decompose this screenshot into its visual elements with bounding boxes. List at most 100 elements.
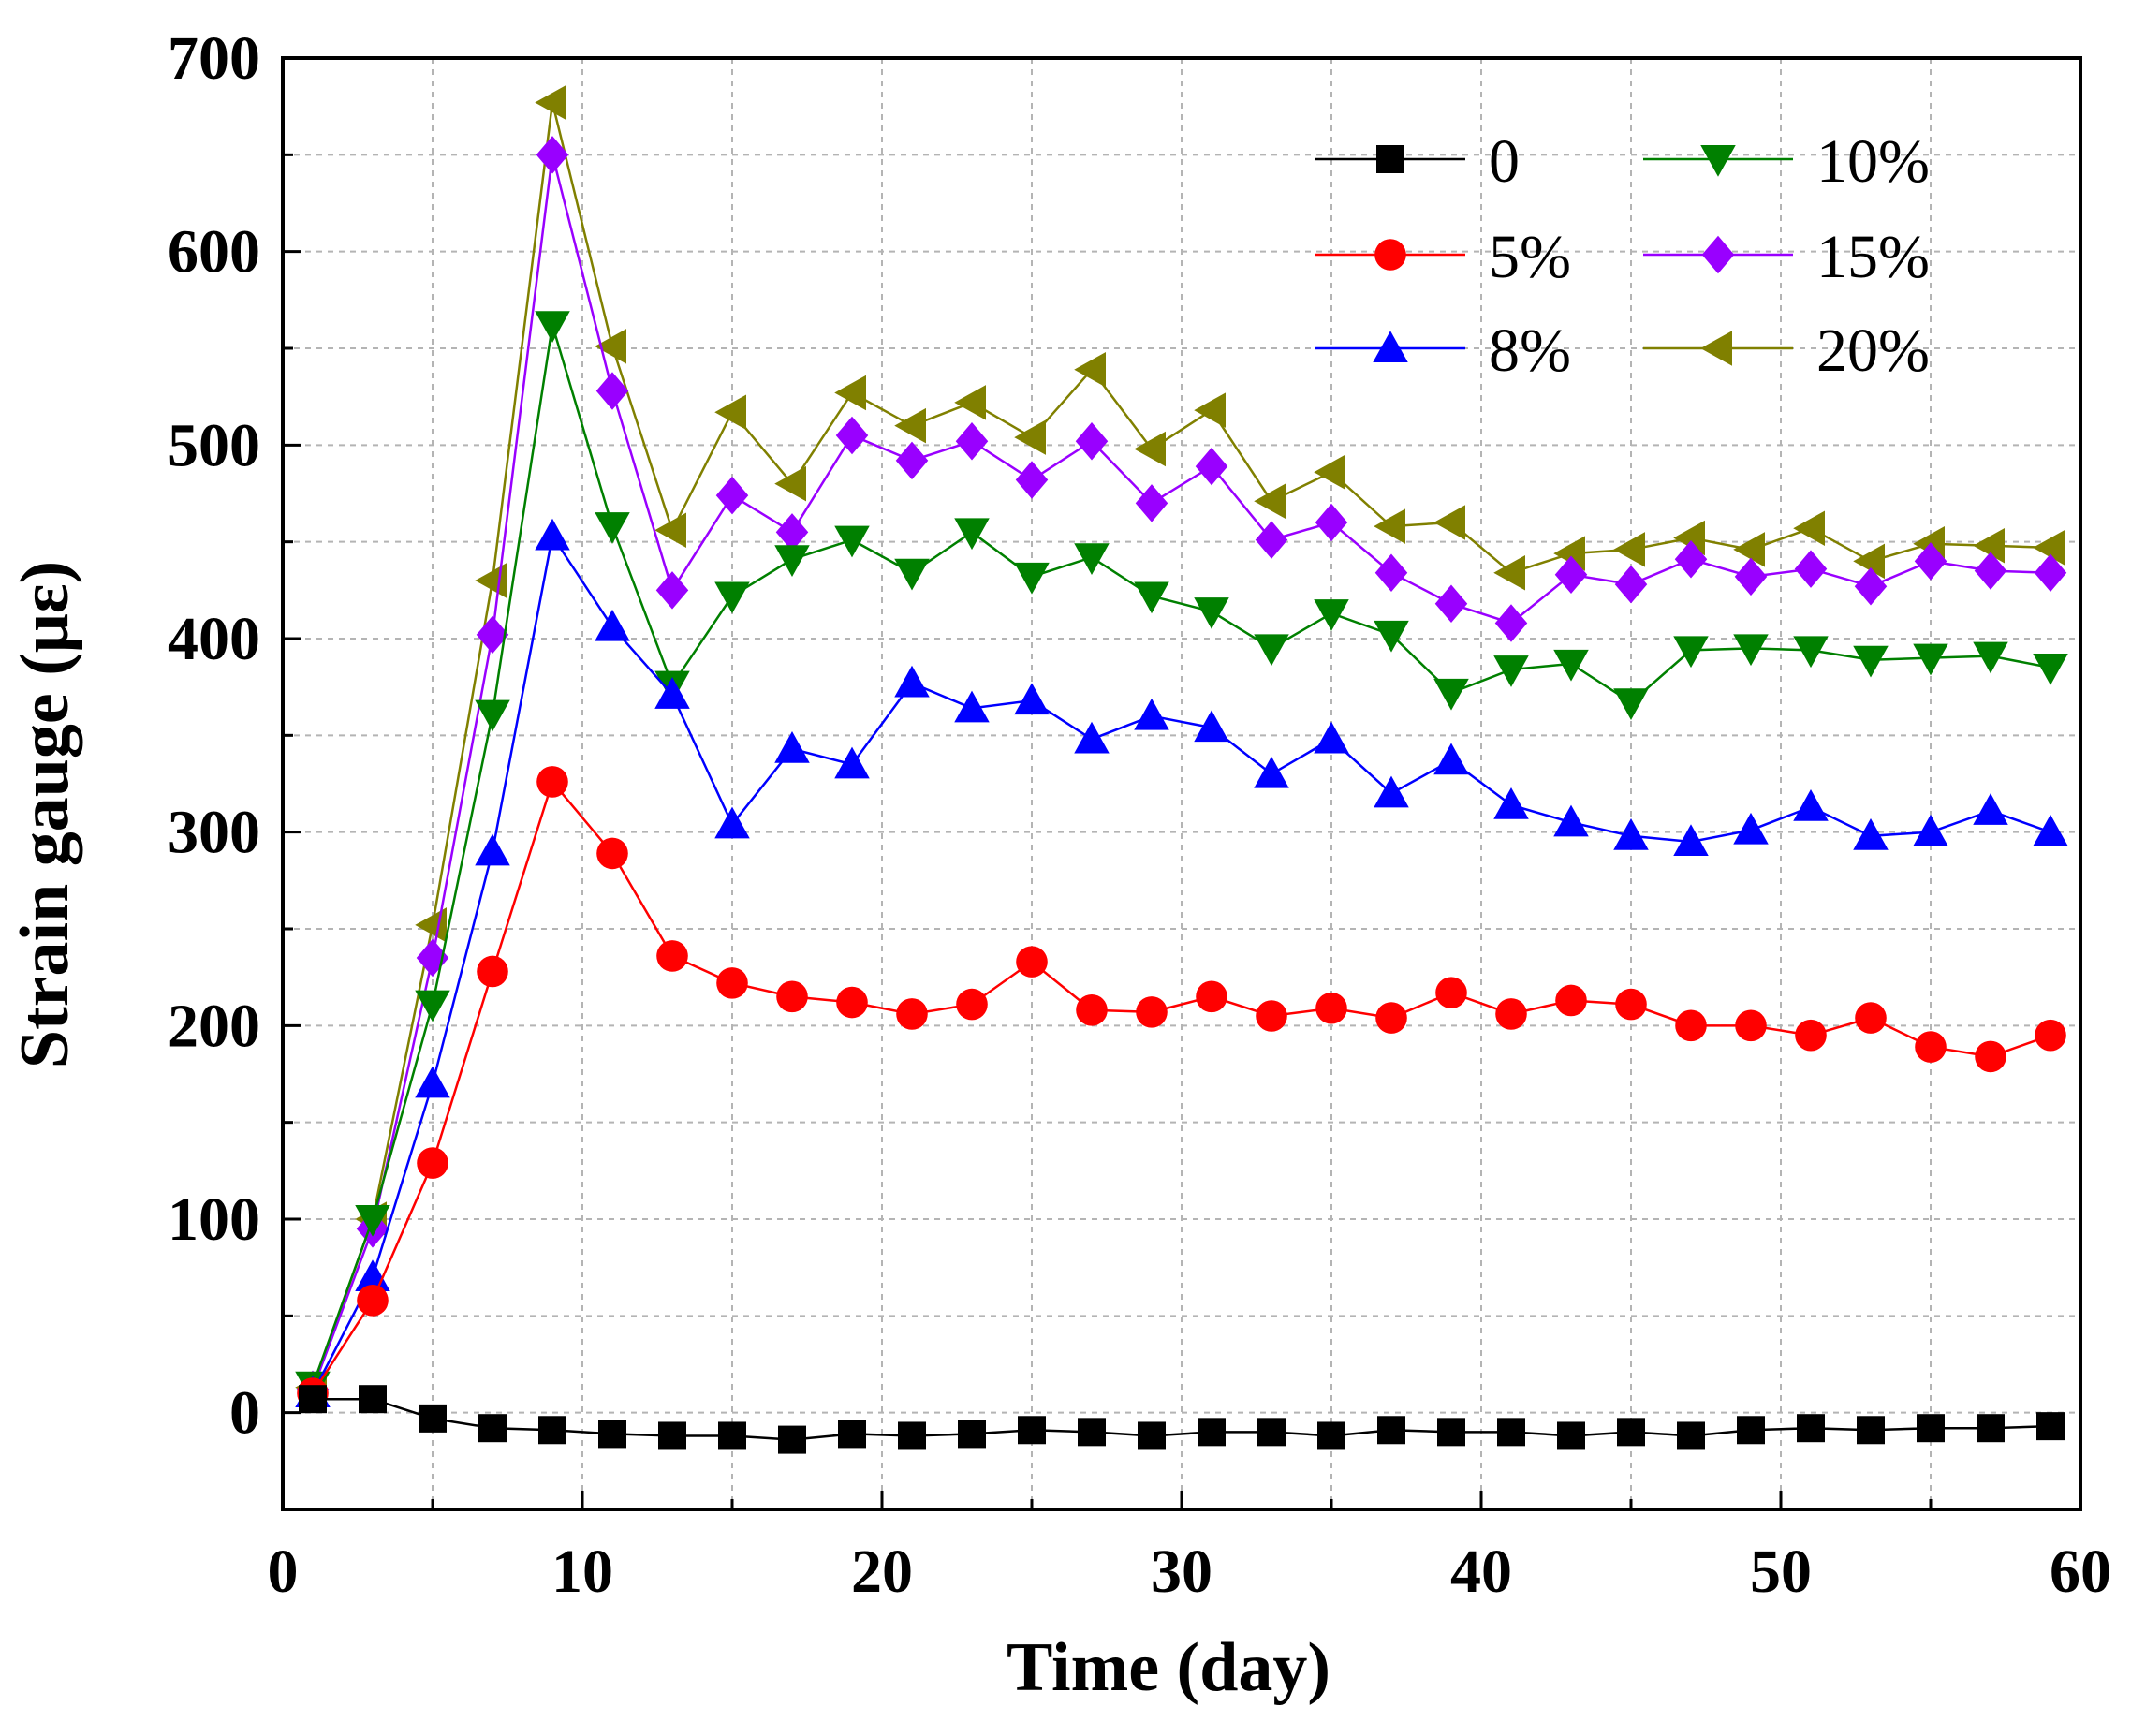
data-point <box>714 394 746 430</box>
data-point <box>1733 532 1765 567</box>
data-point <box>1014 683 1050 715</box>
data-point <box>895 441 929 480</box>
data-point <box>2033 530 2065 566</box>
y-tick-label: 400 <box>168 605 260 673</box>
data-point <box>1074 721 1110 754</box>
legend-label: 0 <box>1489 127 1520 196</box>
legend-label: 5% <box>1489 223 1571 291</box>
data-point <box>1315 503 1348 542</box>
data-point <box>1134 698 1169 730</box>
data-point <box>1194 392 1226 428</box>
data-point <box>476 615 509 655</box>
data-point <box>2033 814 2068 846</box>
x-tick-label: 40 <box>1450 1537 1512 1606</box>
x-tick-label: 10 <box>551 1537 613 1606</box>
data-point <box>716 967 748 999</box>
y-tick-label: 0 <box>229 1379 260 1448</box>
data-point <box>954 385 986 420</box>
data-point <box>1673 520 1705 556</box>
data-point <box>2036 1412 2065 1441</box>
data-point <box>894 407 926 444</box>
y-tick-label: 600 <box>168 218 260 287</box>
data-point <box>774 465 806 502</box>
data-point <box>1196 980 1227 1013</box>
data-point <box>1315 992 1347 1024</box>
data-point <box>1977 1414 2005 1443</box>
data-point <box>1314 454 1345 491</box>
legend-marker <box>1700 331 1732 366</box>
legend-item-8pct: 8% <box>1315 316 1571 385</box>
legend-item-10pct: 10% <box>1643 127 1930 196</box>
data-point <box>1136 996 1168 1028</box>
data-point <box>1016 946 1048 978</box>
data-point <box>654 677 690 709</box>
legend: 0 5% 8% 10% 15% 20% <box>1315 127 1930 385</box>
data-point <box>535 311 570 343</box>
data-point <box>1075 421 1109 461</box>
legend-marker <box>1373 331 1408 362</box>
data-point <box>1433 743 1469 775</box>
data-point <box>834 525 870 558</box>
data-point <box>1555 984 1587 1017</box>
data-point <box>1194 597 1229 629</box>
data-point <box>1734 557 1768 596</box>
data-point <box>1494 604 1528 642</box>
data-point <box>1377 1416 1405 1445</box>
data-point <box>1014 562 1050 595</box>
data-point <box>596 837 628 870</box>
data-point <box>1554 555 1588 595</box>
data-point <box>1975 1040 2006 1073</box>
data-point <box>954 518 990 551</box>
y-axis-title: Strain gauge (με) <box>7 561 83 1068</box>
data-point <box>1434 584 1468 624</box>
data-point <box>1014 419 1046 455</box>
data-point <box>1677 1421 1705 1450</box>
data-point <box>778 1425 806 1454</box>
data-point <box>1553 536 1585 571</box>
data-point <box>656 940 688 972</box>
data-point <box>1254 483 1286 520</box>
data-point <box>1614 565 1648 604</box>
data-point <box>775 513 809 552</box>
data-point <box>1613 532 1645 567</box>
data-point <box>475 833 510 866</box>
data-point <box>894 665 930 698</box>
data-point <box>714 581 750 614</box>
y-tick-label: 200 <box>168 992 260 1060</box>
data-point <box>1135 484 1168 522</box>
data-point <box>1913 814 1948 846</box>
data-point <box>355 1259 390 1291</box>
series-15pct <box>296 136 2067 1409</box>
data-point <box>1853 543 1885 580</box>
data-point <box>834 746 870 779</box>
data-point <box>1374 620 1409 653</box>
data-point <box>419 1404 447 1433</box>
data-point <box>1793 636 1829 669</box>
data-point <box>1853 818 1889 850</box>
data-point <box>1735 1009 1767 1042</box>
series-line-10pct <box>311 324 2051 1387</box>
legend-label: 15% <box>1816 223 1930 291</box>
data-point <box>1553 804 1589 837</box>
y-tick-label: 500 <box>168 411 260 479</box>
data-point <box>1673 824 1709 856</box>
data-point <box>655 571 689 610</box>
y-tick-label: 300 <box>168 799 260 867</box>
data-point <box>1493 787 1529 819</box>
data-point <box>2034 553 2067 592</box>
data-point <box>475 699 510 732</box>
data-point <box>1733 634 1769 667</box>
data-point <box>535 518 570 551</box>
data-point <box>1074 543 1110 575</box>
legend-label: 8% <box>1489 316 1571 385</box>
data-point <box>1853 645 1889 678</box>
data-point <box>958 1420 986 1449</box>
data-point <box>836 986 868 1019</box>
data-point <box>1974 552 2007 590</box>
data-point <box>1435 977 1467 1008</box>
data-point <box>1917 1414 1945 1443</box>
legend-label: 10% <box>1816 127 1930 196</box>
data-point <box>1737 1416 1765 1445</box>
data-point <box>1138 1421 1166 1450</box>
data-point <box>1433 505 1465 540</box>
